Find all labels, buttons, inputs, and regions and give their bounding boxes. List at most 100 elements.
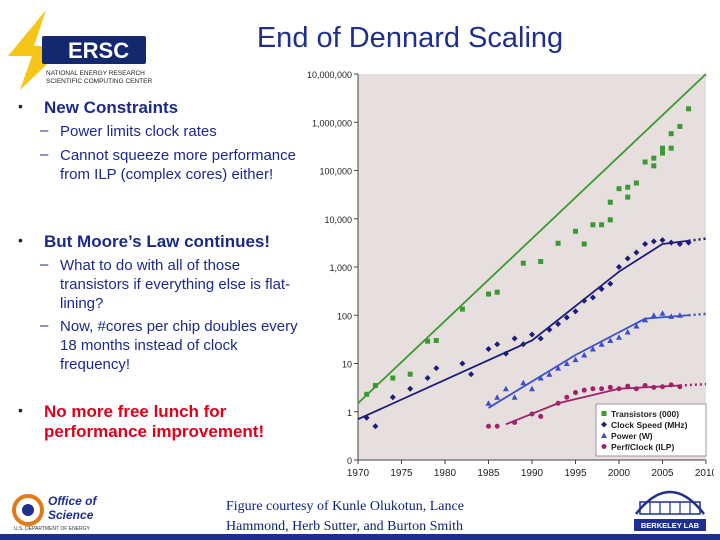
data-point (502, 350, 509, 357)
data-point (537, 375, 544, 381)
x-tick-label: 1970 (347, 468, 370, 479)
bullet-marker: • (18, 402, 23, 418)
data-point (425, 338, 431, 344)
data-point (642, 316, 649, 323)
x-tick-label: 1975 (390, 468, 413, 479)
y-tick-label: 100 (337, 311, 352, 321)
legend-box (595, 403, 707, 457)
data-point (624, 328, 631, 335)
data-point (563, 314, 570, 321)
dash-marker: – (40, 122, 49, 139)
logo-line2: SCIENTIFIC COMPUTING CENTER (46, 78, 152, 85)
data-point (485, 400, 492, 406)
office-of-science-logo: Office of Science U.S. DEPARTMENT OF ENE… (12, 494, 97, 532)
data-point (589, 294, 596, 301)
data-point (624, 255, 631, 262)
data-point (512, 419, 518, 425)
data-point (364, 391, 370, 397)
data-point (590, 386, 596, 392)
bullet-label: No more free lunch for performance impro… (44, 402, 265, 441)
data-point (668, 239, 675, 246)
data-point (572, 356, 579, 363)
data-point (625, 194, 631, 200)
data-point (407, 385, 414, 392)
data-point (468, 371, 475, 378)
data-point (581, 241, 587, 247)
data-point (486, 423, 491, 429)
data-point (590, 222, 596, 228)
doe-center-icon (22, 504, 34, 516)
legend-label: Perf/Clock (ILP) (611, 442, 674, 452)
dome-arc-icon (635, 490, 705, 515)
data-point (616, 386, 622, 392)
data-point (546, 371, 553, 377)
data-point (555, 240, 561, 246)
data-point (494, 394, 501, 400)
sub-bullet-text: Cannot squeeze more performance from ILP… (60, 147, 296, 183)
sub-bullet-text: Power limits clock rates (60, 123, 217, 140)
legend-marker (601, 421, 607, 428)
bullet-marker: • (18, 232, 23, 248)
data-point (599, 386, 605, 392)
data-point (651, 155, 657, 161)
data-point (607, 217, 613, 223)
dash-marker: – (40, 146, 49, 163)
data-point (607, 199, 613, 205)
sub-bullet-text: Now, #cores per chip doubles every 18 mo… (60, 318, 298, 373)
office-line2: Science (48, 508, 94, 522)
y-tick-label: 100,000 (319, 167, 352, 177)
data-point (581, 387, 587, 393)
data-point (676, 312, 683, 318)
bullet-label: But Moore’s Law continues! (44, 232, 271, 251)
data-point (486, 291, 491, 297)
data-point (650, 312, 657, 318)
data-point (502, 385, 509, 392)
data-point (581, 352, 588, 358)
legend-label: Clock Speed (MHz) (611, 420, 688, 430)
data-point (633, 180, 639, 186)
y-tick-label: 1 (347, 408, 352, 418)
data-point (390, 375, 396, 381)
data-point (616, 334, 622, 340)
berkeley-lab-logo: BERKELEY LAB (634, 490, 706, 531)
logo-text: ERSC (68, 38, 129, 63)
y-tick-label: 10 (342, 360, 352, 370)
lightning-bolt-icon (8, 10, 66, 90)
data-point (589, 345, 596, 352)
bottom-bar (0, 534, 720, 540)
data-point (494, 423, 500, 429)
data-point (651, 384, 657, 390)
data-point (686, 106, 692, 112)
bullet-marker: • (18, 98, 23, 114)
data-point (642, 240, 649, 247)
sub-bullet-text: What to do with all of those transistors… (60, 257, 291, 312)
data-point (650, 238, 657, 245)
nersc-logo: ERSC NATIONAL ENERGY RESEARCH SCIENTIFIC… (8, 10, 152, 90)
doe-swirl-icon (12, 494, 44, 526)
data-point (459, 306, 465, 312)
data-point (598, 285, 605, 292)
data-point (555, 365, 562, 371)
data-point (520, 341, 527, 348)
data-point (538, 413, 544, 419)
x-tick-label: 2000 (608, 468, 631, 479)
data-point (659, 237, 666, 244)
data-point (546, 326, 553, 333)
data-point (372, 382, 378, 388)
data-point (573, 228, 578, 234)
data-point (598, 341, 605, 347)
data-point (677, 384, 683, 390)
data-point (581, 297, 588, 304)
data-point (564, 394, 570, 400)
x-tick-label: 2010 (695, 468, 714, 479)
data-point (660, 384, 665, 390)
data-point (424, 375, 431, 382)
series-trend-extension (679, 382, 707, 387)
x-tick-label: 1980 (434, 468, 457, 479)
data-point (563, 360, 570, 366)
data-point (633, 386, 639, 392)
data-point (668, 313, 675, 319)
data-point (668, 145, 674, 151)
x-tick-label: 2005 (651, 468, 674, 479)
data-point (511, 394, 518, 400)
